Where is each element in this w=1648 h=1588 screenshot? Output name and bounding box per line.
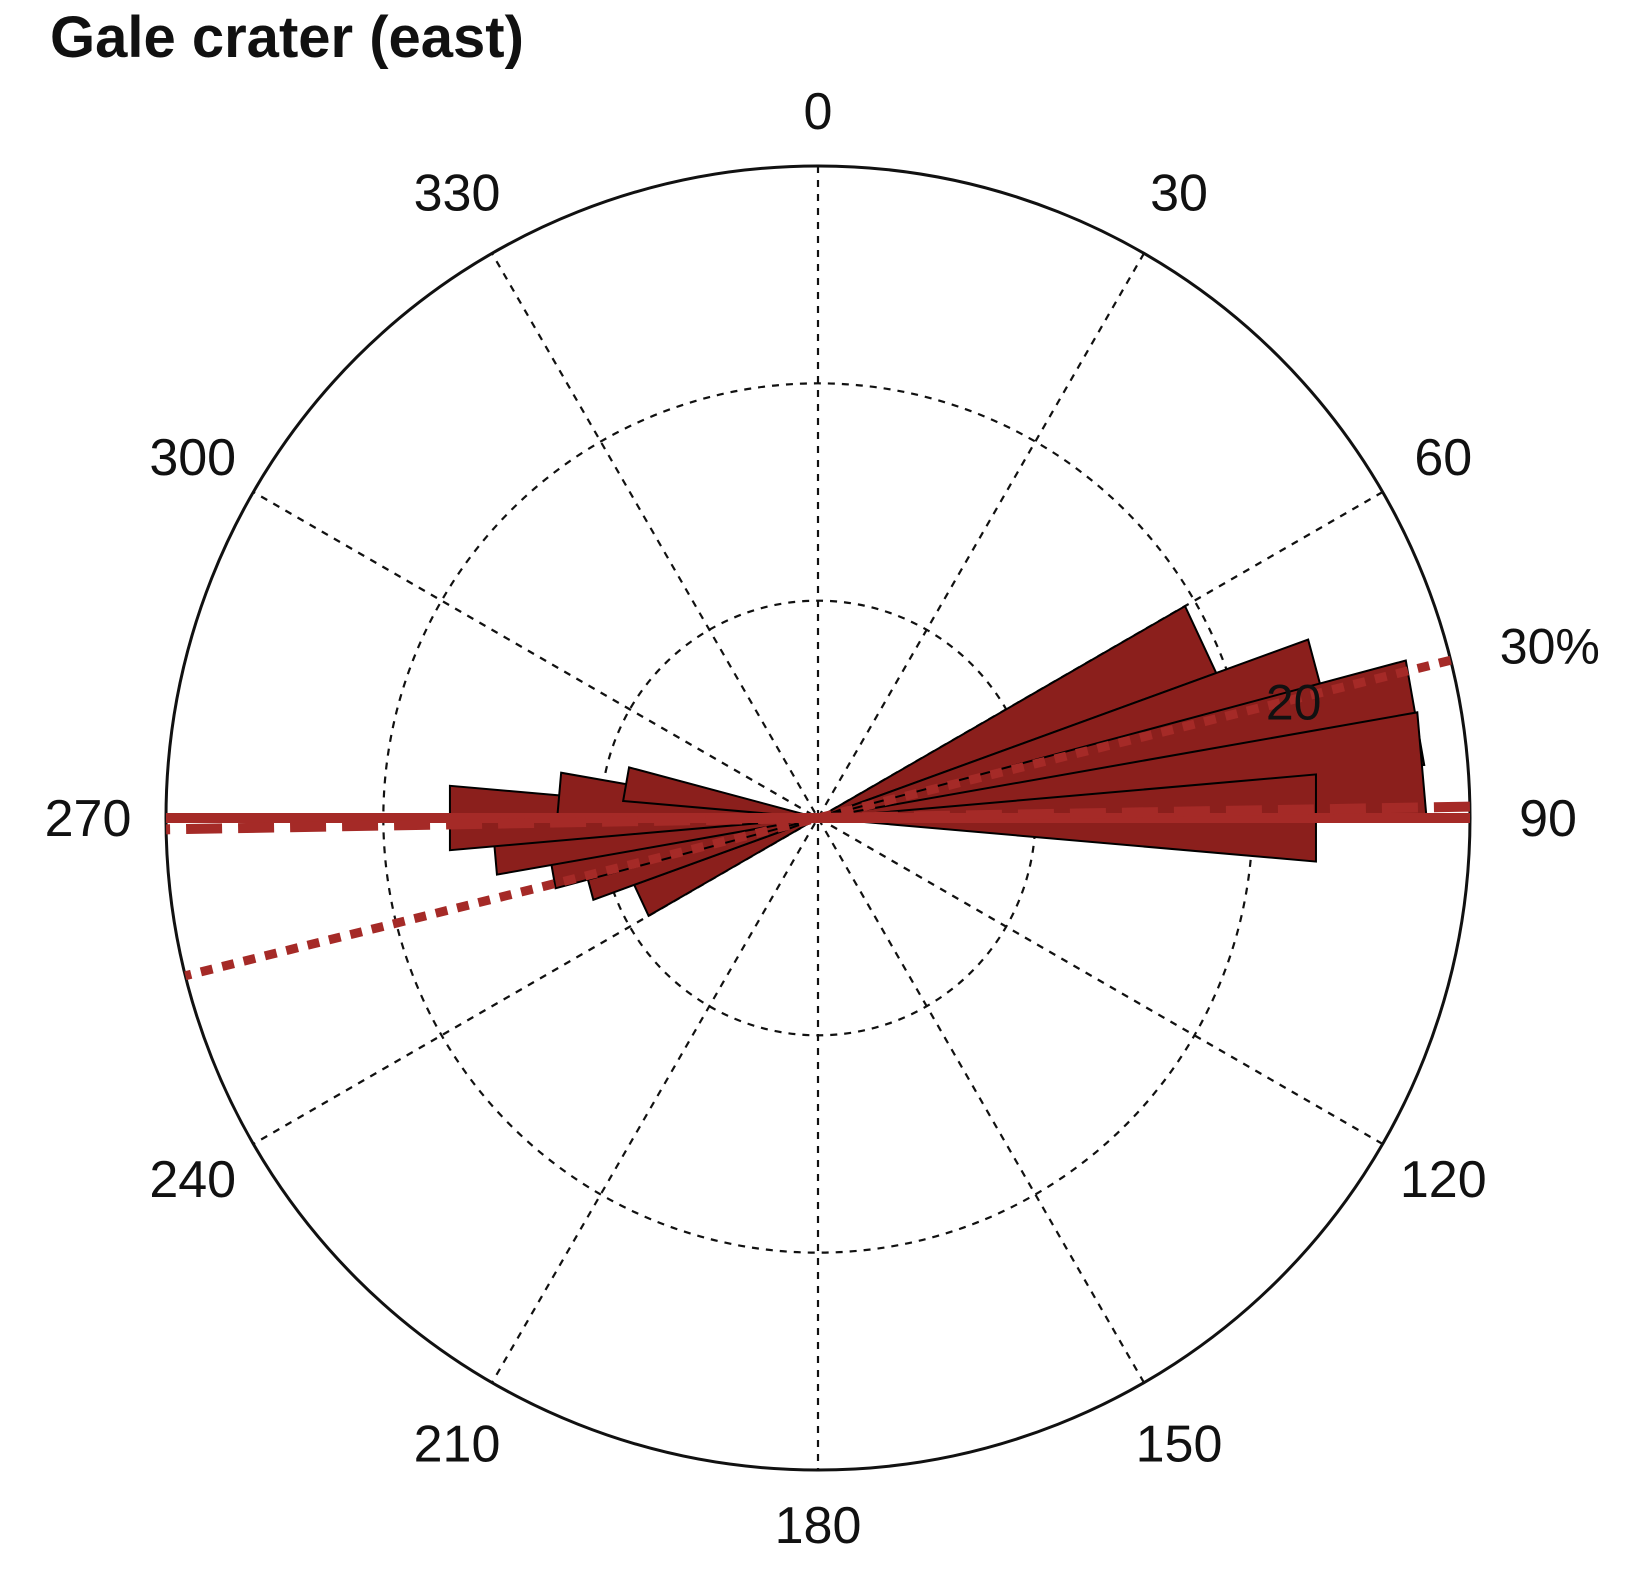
angle-tick-label: 150 bbox=[1136, 1415, 1223, 1473]
reference-line-dotted bbox=[184, 655, 1452, 981]
reference-lines bbox=[166, 655, 1470, 981]
angle-tick-label: 300 bbox=[149, 429, 236, 487]
angle-tick-label: 60 bbox=[1414, 429, 1472, 487]
reference-line-dashed bbox=[166, 801, 1470, 835]
angle-tick-label: 0 bbox=[804, 83, 833, 141]
angle-tick-label: 270 bbox=[45, 790, 132, 848]
angle-tick-label: 180 bbox=[775, 1497, 862, 1555]
angle-tick-label: 90 bbox=[1519, 790, 1577, 848]
angle-tick-label: 30 bbox=[1150, 165, 1208, 223]
rose-bar bbox=[621, 766, 819, 819]
chart-title: Gale crater (east) bbox=[50, 5, 524, 70]
radial-tick-label: 20 bbox=[1266, 675, 1322, 731]
radial-tick-label: 30% bbox=[1500, 618, 1600, 674]
axis-labels: 0 30 60 90 120 150 180 210 240 270 300 330 20 30% bbox=[45, 83, 1600, 1555]
angle-tick-label: 120 bbox=[1400, 1151, 1487, 1209]
angle-tick-label: 330 bbox=[414, 165, 501, 223]
angle-tick-label: 210 bbox=[414, 1415, 501, 1473]
angle-tick-label: 240 bbox=[149, 1151, 236, 1209]
rose-bars bbox=[448, 604, 1428, 918]
